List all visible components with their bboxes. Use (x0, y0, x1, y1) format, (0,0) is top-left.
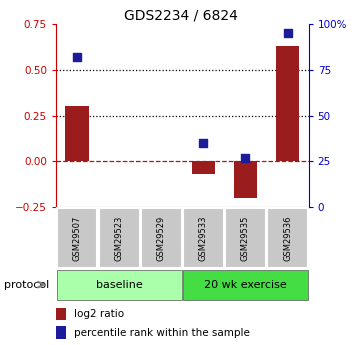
Point (243, 155, 248, 160)
Point (285, 31, 291, 36)
Bar (56, 326, 66, 339)
Bar (267, 208, 308, 268)
Bar (183, 208, 224, 268)
Bar (225, 208, 266, 268)
Text: GDS2234 / 6824: GDS2234 / 6824 (123, 9, 238, 23)
Text: GSM29536: GSM29536 (283, 215, 292, 261)
Text: percentile rank within the sample: percentile rank within the sample (74, 328, 249, 337)
Bar (192, 161, 215, 174)
Text: GSM29533: GSM29533 (199, 215, 208, 261)
Text: GSM29507: GSM29507 (73, 215, 82, 261)
Point (74, 54, 80, 60)
Text: 20 wk exercise: 20 wk exercise (204, 280, 287, 289)
Text: log2 ratio: log2 ratio (74, 309, 124, 319)
Bar (183, 270, 308, 299)
Text: GSM29529: GSM29529 (157, 215, 166, 261)
Text: GSM29535: GSM29535 (241, 215, 250, 261)
Bar (141, 208, 182, 268)
Bar (65, 106, 88, 161)
Bar (99, 208, 140, 268)
Bar (234, 161, 257, 198)
Text: GSM29523: GSM29523 (115, 215, 123, 261)
Point (200, 140, 206, 146)
Text: protocol: protocol (4, 280, 49, 289)
Bar (57, 208, 97, 268)
Text: baseline: baseline (96, 280, 143, 289)
Bar (57, 270, 182, 299)
Bar (56, 308, 66, 320)
Bar (276, 46, 299, 161)
